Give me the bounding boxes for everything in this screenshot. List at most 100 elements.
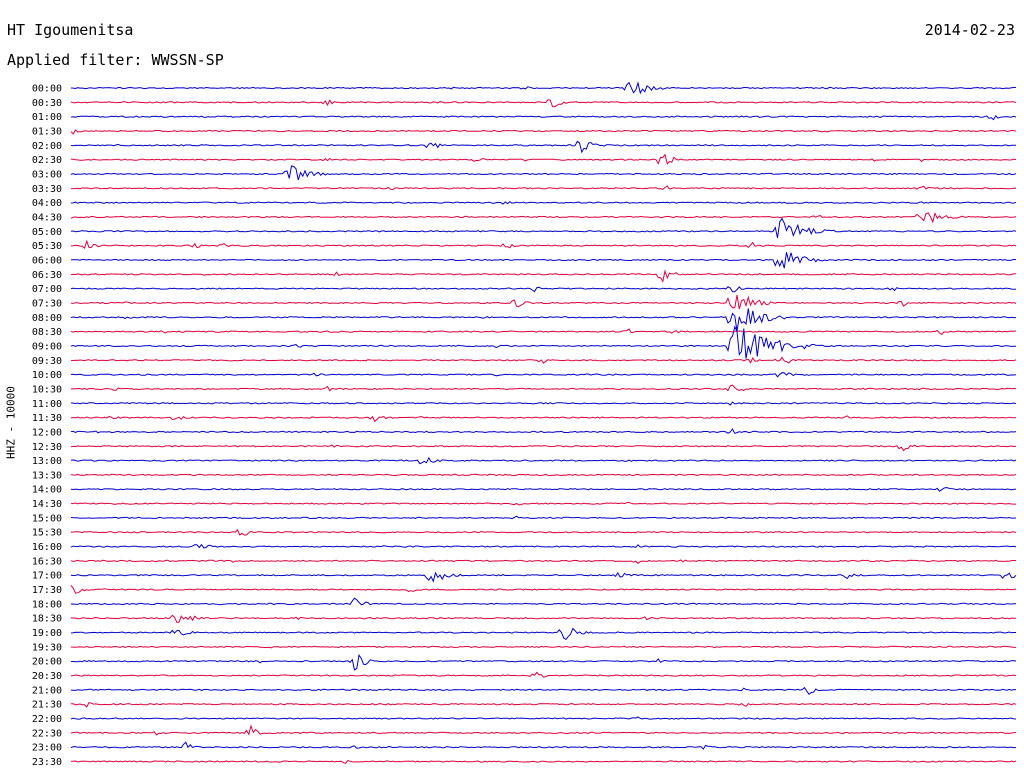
trace-time-label: 14:30 <box>32 499 62 510</box>
trace-time-label: 13:30 <box>32 470 62 481</box>
seismic-trace <box>70 99 1017 108</box>
trace-time-label: 18:30 <box>32 614 62 625</box>
trace-time-label: 10:30 <box>32 384 62 395</box>
seismic-trace <box>70 741 1017 750</box>
seismic-trace <box>70 571 1017 583</box>
trace-time-label: 16:30 <box>32 556 62 567</box>
trace-time-label: 15:30 <box>32 528 62 539</box>
seismic-trace <box>70 153 1017 165</box>
trace-time-label: 22:00 <box>32 714 62 725</box>
trace-time-label: 21:00 <box>32 685 62 696</box>
seismic-trace <box>70 529 1017 536</box>
record-date: 2014-02-23 <box>924 21 1015 39</box>
trace-time-label: 03:30 <box>32 184 62 195</box>
seismic-trace <box>70 671 1017 678</box>
seismic-trace <box>70 356 1017 364</box>
seismic-trace <box>70 239 1017 249</box>
trace-time-label: 13:00 <box>32 456 62 467</box>
trace-time-label: 19:30 <box>32 642 62 653</box>
trace-time-label: 06:30 <box>32 270 62 281</box>
trace-time-label: 05:00 <box>32 227 62 238</box>
seismic-trace <box>70 444 1017 452</box>
seismic-trace <box>70 328 1017 336</box>
seismic-trace <box>70 415 1017 423</box>
seismic-trace <box>70 724 1017 736</box>
trace-time-label: 20:30 <box>32 671 62 682</box>
trace-time-label: 00:30 <box>32 98 62 109</box>
seismic-trace <box>70 201 1017 205</box>
seismic-trace <box>70 559 1016 565</box>
seismic-trace <box>70 515 1017 520</box>
trace-time-label: 09:00 <box>32 341 62 352</box>
seismic-trace <box>70 716 1017 720</box>
trace-time-label: 23:00 <box>32 743 62 754</box>
trace-time-label: 10:00 <box>32 370 62 381</box>
trace-time-label: 08:30 <box>32 327 62 338</box>
trace-time-label: 00:00 <box>32 84 62 95</box>
trace-time-label: 08:00 <box>32 313 62 324</box>
trace-time-label: 11:00 <box>32 399 62 410</box>
seismic-trace <box>70 597 1016 606</box>
seismic-trace <box>70 543 1017 549</box>
seismic-trace <box>70 308 1017 332</box>
seismic-trace <box>71 653 1017 671</box>
trace-time-label: 12:30 <box>32 442 62 453</box>
seismic-trace <box>70 401 1017 406</box>
trace-time-label: 04:00 <box>32 198 62 209</box>
trace-time-label: 09:30 <box>32 356 62 367</box>
seismic-trace <box>70 614 1017 623</box>
seismic-trace <box>70 140 1017 154</box>
seismic-trace <box>70 501 1016 506</box>
seismic-trace <box>70 585 1017 594</box>
seismic-trace <box>70 456 1017 465</box>
seismic-trace <box>70 286 1016 293</box>
seismic-trace <box>71 702 1017 708</box>
trace-time-label: 04:30 <box>32 212 62 223</box>
trace-time-label: 07:30 <box>32 298 62 309</box>
seismic-trace <box>70 372 1017 378</box>
station-title: HT Igoumenitsa <box>7 21 134 39</box>
seismic-trace <box>70 295 1017 310</box>
trace-time-label: 14:00 <box>32 485 62 496</box>
trace-time-label: 07:00 <box>32 284 62 295</box>
seismic-trace <box>70 269 1017 283</box>
seismic-trace <box>70 217 1017 239</box>
trace-time-label: 15:00 <box>32 513 62 524</box>
seismic-trace <box>70 627 1016 641</box>
seismic-trace <box>70 211 1017 224</box>
seismic-trace <box>70 384 1017 392</box>
trace-time-label: 17:30 <box>32 585 62 596</box>
filter-label: Applied filter: WWSSN-SP <box>7 51 224 69</box>
trace-time-label: 12:00 <box>32 427 62 438</box>
trace-time-label: 23:30 <box>32 757 62 768</box>
trace-time-label: 17:00 <box>32 571 62 582</box>
seismic-trace <box>70 325 1017 359</box>
seismic-trace <box>70 185 1017 191</box>
seismic-trace <box>70 114 1017 121</box>
trace-time-label: 02:30 <box>32 155 62 166</box>
trace-time-label: 21:30 <box>32 700 62 711</box>
seismic-trace <box>70 686 1017 696</box>
trace-time-label: 01:00 <box>32 112 62 123</box>
trace-time-label: 11:30 <box>32 413 62 424</box>
seismic-trace <box>71 252 1017 269</box>
trace-time-label: 20:00 <box>32 657 62 668</box>
trace-time-label: 05:30 <box>32 241 62 252</box>
trace-time-label: 01:30 <box>32 126 62 137</box>
trace-time-label: 06:00 <box>32 255 62 266</box>
trace-time-label: 19:00 <box>32 628 62 639</box>
seismic-trace <box>70 760 1017 765</box>
trace-time-label: 16:00 <box>32 542 62 553</box>
seismic-trace <box>70 165 1017 181</box>
seismic-trace <box>70 129 1017 135</box>
seismic-trace <box>70 473 1017 477</box>
trace-time-label: 03:00 <box>32 169 62 180</box>
seismic-trace <box>70 428 1017 434</box>
trace-time-label: 18:00 <box>32 599 62 610</box>
seismic-trace <box>70 486 1016 492</box>
seismic-trace <box>70 645 1016 649</box>
trace-time-label: 22:30 <box>32 728 62 739</box>
trace-time-label: 02:00 <box>32 141 62 152</box>
